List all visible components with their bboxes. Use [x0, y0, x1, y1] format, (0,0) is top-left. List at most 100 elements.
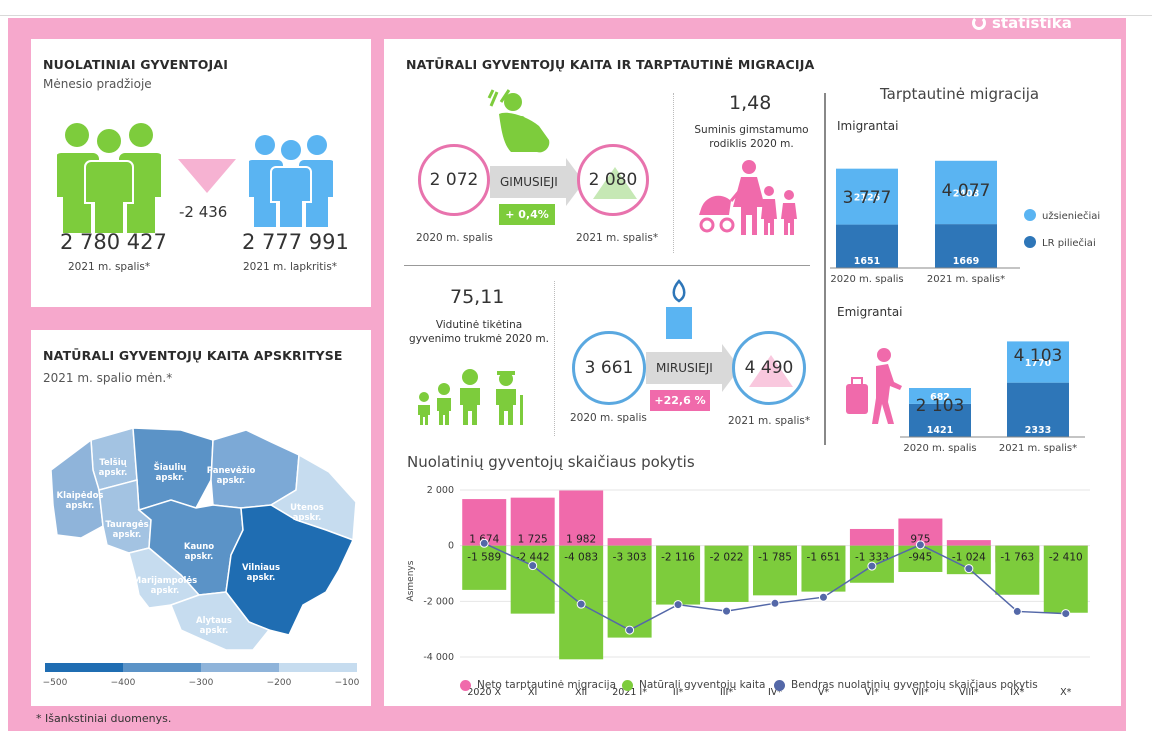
brand-logo[interactable]: statistika — [972, 14, 1072, 32]
scale-label-1: −500 — [43, 678, 68, 688]
migration-bar-10[interactable] — [946, 540, 991, 546]
emi-foreign-bar-0[interactable] — [909, 388, 971, 404]
map-panel: NATŪRALI GYVENTOJŲ KAITA APSKRITYSE 2021… — [31, 330, 371, 706]
births-2020-circle: 2 072 — [418, 144, 490, 216]
map-label-alytus-1: Alytaus — [196, 616, 232, 626]
change-chart-title: Nuolatinių gyventojų skaičiaus pokytis — [407, 453, 695, 471]
imm-citizens-bar-1[interactable] — [935, 224, 997, 268]
map-title: NATŪRALI GYVENTOJŲ KAITA APSKRITYSE — [43, 348, 343, 363]
births-arrowhead-icon — [566, 158, 584, 206]
natural-bar-4[interactable] — [656, 545, 701, 605]
total-change-point-7[interactable] — [818, 592, 828, 602]
deaths-2020-label: 2020 m. spalis — [570, 412, 647, 424]
natural-bar-1[interactable] — [510, 545, 555, 614]
ytick-label-3: -4 000 — [423, 652, 454, 663]
migration-bar-2[interactable] — [559, 490, 604, 546]
legend-natural[interactable]: Natūrali gyventojų kaita — [622, 679, 765, 691]
natural-bar-9[interactable] — [898, 545, 943, 572]
xtick-label-8: VI* — [865, 687, 879, 698]
legend-natural-swatch — [622, 679, 633, 691]
imm-foreign-bar-1[interactable] — [935, 160, 997, 225]
total-change-point-3[interactable] — [625, 625, 635, 635]
imm-citizens-bar-0[interactable] — [836, 224, 898, 268]
emi-citizens-value-1: 2333 — [1025, 425, 1051, 436]
births-2020-label: 2020 m. spalis — [416, 232, 493, 244]
natural-bar-11[interactable] — [995, 545, 1040, 595]
natural-bar-5[interactable] — [704, 545, 749, 602]
births-2021-value: 2 080 — [588, 170, 638, 190]
candle-icon — [666, 279, 692, 339]
xtick-label-7: V* — [818, 687, 829, 698]
total-change-point-1[interactable] — [528, 561, 538, 571]
natural-value-8: -1 333 — [855, 552, 889, 564]
legend-total[interactable]: Bendras nuolatinių gyventojų skaičiaus p… — [774, 679, 1038, 691]
natural-value-4: -2 116 — [661, 552, 695, 564]
region-vilnius[interactable] — [225, 504, 355, 636]
fertility-value: 1,48 — [729, 92, 772, 114]
natural-value-2: -4 083 — [564, 552, 598, 564]
births-arrow: GIMUSIEJI — [490, 166, 566, 198]
natural-value-1: -2 442 — [516, 552, 550, 564]
total-change-point-11[interactable] — [1012, 606, 1022, 616]
imm-foreign-value-0: 2126 — [854, 193, 881, 204]
natural-bar-12[interactable] — [1043, 545, 1088, 613]
natural-value-6: -1 785 — [758, 552, 792, 564]
natural-value-10: -1 024 — [952, 552, 986, 564]
migration-bar-8[interactable] — [849, 528, 894, 546]
emi-citizens-bar-1[interactable] — [1007, 382, 1069, 437]
total-change-point-5[interactable] — [722, 606, 732, 616]
natural-bar-7[interactable] — [801, 545, 846, 592]
births-2021-circle: 2 080 — [577, 144, 649, 216]
imm-foreign-bar-0[interactable] — [836, 168, 898, 225]
emi-foreign-bar-1[interactable] — [1007, 341, 1069, 383]
legend-foreign-dot — [1024, 209, 1036, 221]
ytick-label-2: -2 000 — [423, 596, 454, 607]
total-change-point-10[interactable] — [964, 564, 974, 574]
total-change-point-6[interactable] — [770, 598, 780, 608]
population-before-label: 2021 m. spalis* — [68, 261, 151, 273]
emigrants-title: Emigrantai — [837, 305, 903, 319]
migration-bar-3[interactable] — [607, 538, 652, 546]
total-change-point-9[interactable] — [915, 540, 925, 550]
migration-bar-1[interactable] — [510, 497, 555, 546]
emi-citizens-bar-0[interactable] — [909, 403, 971, 437]
map-label-panevezys-1: Panevėžio — [207, 466, 256, 476]
population-after-label: 2021 m. lapkritis* — [243, 261, 338, 273]
legend-migration[interactable]: Neto tarptautinė migracija — [460, 679, 616, 691]
map-label-vilnius-1: Vilniaus — [242, 563, 280, 573]
legend-foreign-label: užsieniečiai — [1042, 210, 1100, 222]
map-label-siauliai-1: Šiaulių — [154, 461, 188, 473]
natural-value-3: -3 303 — [613, 552, 647, 564]
imm-period-2021: 2021 m. spalis* — [927, 274, 1005, 285]
legend-citizens-dot — [1024, 236, 1036, 248]
total-change-point-4[interactable] — [673, 600, 683, 610]
natural-bar-6[interactable] — [753, 545, 797, 596]
total-change-point-8[interactable] — [867, 561, 877, 571]
natural-bar-0[interactable] — [462, 545, 507, 590]
baby-icon — [487, 89, 550, 153]
migration-divider — [824, 93, 826, 445]
xtick-label-1: XI — [528, 687, 537, 698]
imm-period-2020: 2020 m. spalis — [830, 274, 903, 285]
total-change-point-12[interactable] — [1061, 609, 1071, 619]
population-before-people-icon — [57, 123, 161, 234]
total-change-point-0[interactable] — [479, 538, 489, 548]
migration-bar-0[interactable] — [462, 499, 507, 546]
map-label-vilnius-2: apskr. — [247, 573, 276, 583]
region-alytus[interactable] — [170, 591, 271, 651]
deaths-2020-value: 3 661 — [584, 358, 634, 378]
map-label-siauliai-2: apskr. — [156, 473, 185, 483]
total-change-point-2[interactable] — [576, 599, 586, 609]
natural-value-0: -1 589 — [467, 552, 501, 564]
chart-ylabel: Asmenys — [406, 560, 416, 601]
xtick-label-5: III* — [720, 687, 733, 698]
imm-foreign-value-1: 2408 — [953, 188, 980, 199]
fertility-caption-2: rodiklis 2020 m. — [709, 138, 794, 150]
life-divider — [554, 281, 556, 436]
